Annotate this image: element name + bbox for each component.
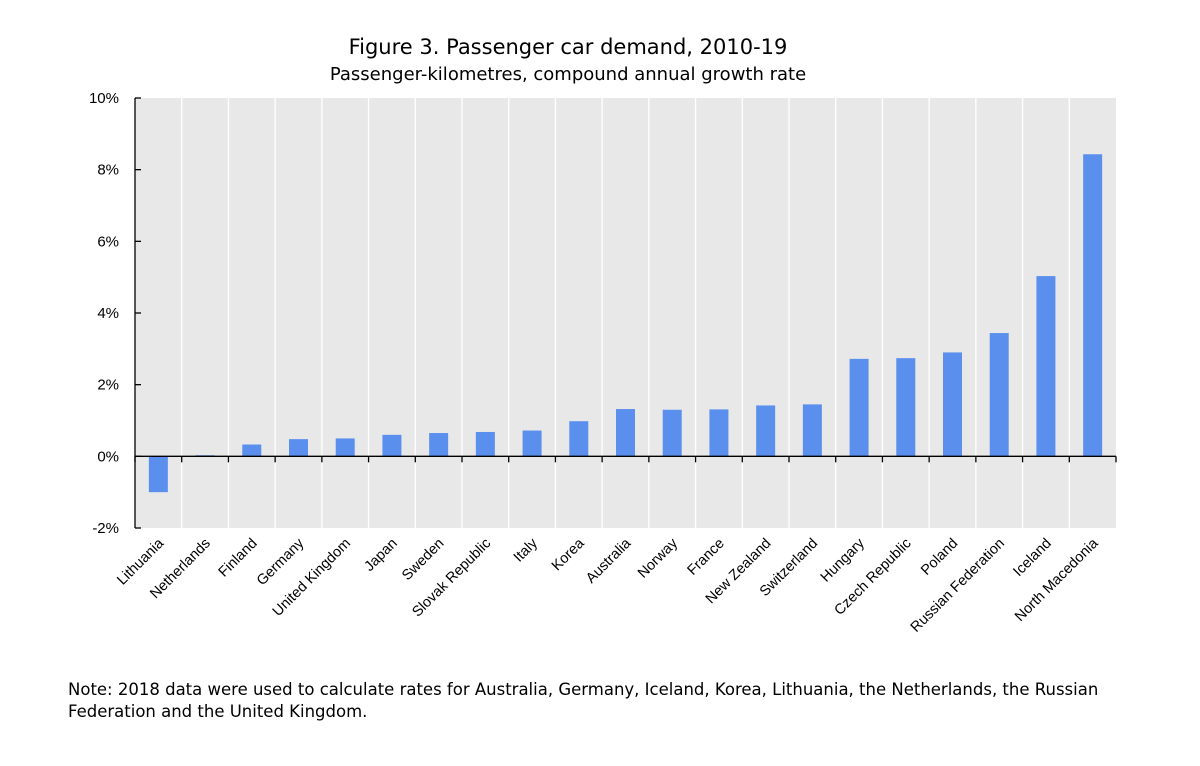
y-tick-label: -2% xyxy=(92,520,119,537)
bar-united-kingdom xyxy=(335,438,355,457)
bar-sweden xyxy=(429,433,449,457)
bar-lithuania xyxy=(148,456,168,493)
bars xyxy=(148,154,1103,493)
bar-finland xyxy=(242,444,262,457)
bar-hungary xyxy=(849,358,869,457)
x-tick-label: Norway xyxy=(635,535,682,582)
x-tick-label: North Macedonia xyxy=(1012,535,1102,625)
chart-title: Figure 3. Passenger car demand, 2010-19 xyxy=(348,35,788,59)
x-tick-label: Finland xyxy=(216,536,261,581)
x-tick-label: Korea xyxy=(549,535,588,574)
x-tick-label: Japan xyxy=(362,536,401,575)
x-tick-label: Iceland xyxy=(1010,536,1054,580)
bar-norway xyxy=(662,409,682,457)
x-tick-label: France xyxy=(685,536,728,579)
x-tick-label: Australia xyxy=(583,535,635,587)
bar-north-macedonia xyxy=(1083,154,1103,457)
y-tick-label: 10% xyxy=(89,90,119,107)
x-tick-label: Russian Federation xyxy=(908,536,1008,636)
x-tick-label: Italy xyxy=(511,535,542,566)
bar-slovak-republic xyxy=(475,431,495,457)
bar-new-zealand xyxy=(756,405,776,457)
bar-russian-federation xyxy=(989,333,1009,457)
y-axis-ticks: 10% 8% 6% 4% 2% 0% -2% xyxy=(89,90,141,537)
bar-switzerland xyxy=(802,404,822,457)
y-tick-label: 0% xyxy=(97,448,119,465)
plot-area xyxy=(135,98,1116,528)
y-tick-label: 4% xyxy=(97,305,119,322)
bar-poland xyxy=(943,352,962,457)
y-tick-label: 8% xyxy=(97,162,119,179)
chart-note: Note: 2018 data were used to calculate r… xyxy=(68,680,1099,721)
bar-france xyxy=(709,409,729,457)
bar-germany xyxy=(289,439,308,457)
bar-iceland xyxy=(1036,276,1056,457)
x-tick-label: Poland xyxy=(918,536,961,579)
bar-czech-republic xyxy=(896,358,916,457)
bar-australia xyxy=(616,409,635,457)
y-tick-label: 6% xyxy=(97,233,119,250)
bar-italy xyxy=(522,430,542,457)
chart-subtitle: Passenger-kilometres, compound annual gr… xyxy=(329,64,807,85)
x-tick-label: Sweden xyxy=(399,536,447,584)
bar-korea xyxy=(569,421,589,457)
bar-japan xyxy=(382,434,402,457)
y-tick-label: 2% xyxy=(97,377,119,394)
